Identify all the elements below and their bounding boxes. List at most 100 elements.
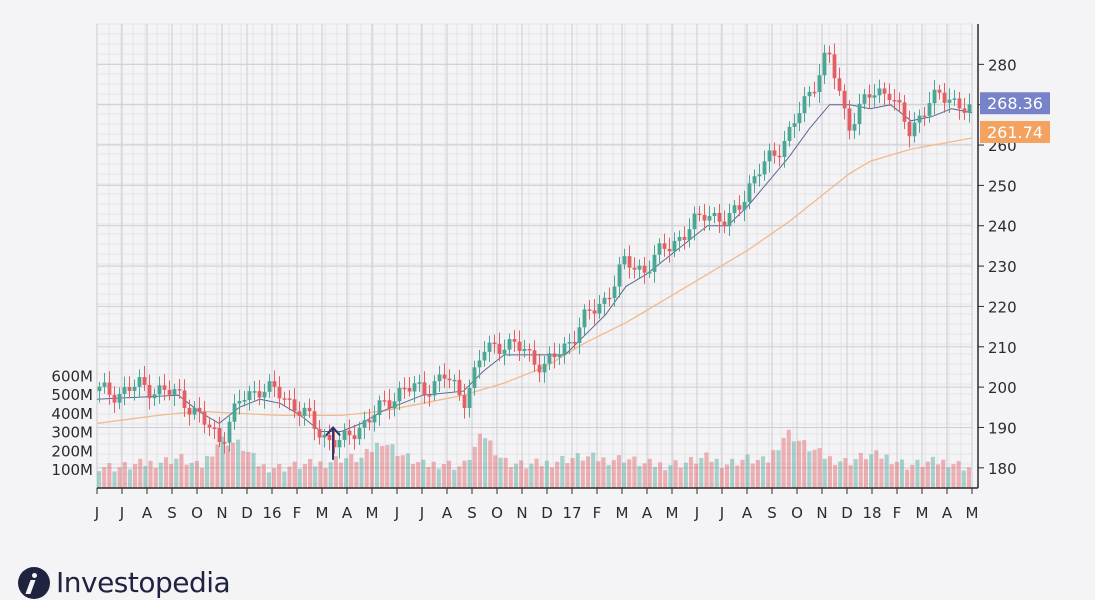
candle-body	[172, 389, 177, 395]
candle-body	[632, 267, 637, 270]
candle-body	[307, 407, 312, 412]
candle-body	[837, 78, 842, 91]
x-tick-label: 16	[262, 504, 281, 522]
investopedia-logo-icon	[18, 566, 50, 599]
volume-bar	[719, 468, 724, 488]
volume-bar	[863, 459, 869, 488]
y-tick-label: 240	[988, 218, 1017, 236]
volume-tick-label: 500M	[51, 386, 93, 404]
candle-body	[782, 140, 787, 158]
candle-body	[232, 403, 237, 422]
candle-body	[637, 265, 642, 270]
volume-bar	[755, 459, 760, 488]
candle-body	[872, 95, 877, 98]
candle-body	[472, 367, 477, 389]
candle-body	[117, 393, 122, 403]
volume-bar	[735, 465, 740, 488]
candle-body	[167, 389, 172, 395]
candle-body	[702, 214, 707, 221]
x-tick-label: J	[694, 504, 699, 522]
volume-bar	[472, 446, 477, 488]
volume-bar	[251, 452, 256, 488]
candle-body	[387, 400, 392, 409]
candle-body	[887, 93, 892, 101]
volume-bar	[786, 429, 791, 488]
volume-bar	[338, 462, 344, 488]
volume-tick-label: 100M	[51, 461, 93, 479]
volume-tick-label: 300M	[51, 424, 93, 442]
volume-bar	[133, 464, 138, 488]
candle-body	[852, 124, 857, 131]
x-tick-label: S	[767, 504, 777, 522]
candle-body	[597, 303, 602, 314]
candle-body	[107, 382, 112, 395]
x-tick-label: M	[316, 504, 329, 522]
candle-body	[182, 390, 187, 408]
candle-body	[157, 385, 162, 395]
volume-bar	[246, 451, 251, 488]
x-tick-label: N	[216, 504, 227, 522]
candle-body	[377, 400, 382, 416]
candle-body	[352, 435, 357, 440]
volume-bar	[436, 468, 441, 488]
candle-body	[657, 243, 662, 255]
volume-bar	[750, 463, 755, 488]
candle-body	[822, 52, 827, 76]
candle-body	[942, 92, 947, 103]
candle-body	[687, 229, 692, 240]
candle-body	[792, 123, 797, 127]
candle-body	[747, 183, 752, 202]
candle-body	[532, 350, 537, 365]
candle-body	[712, 212, 717, 217]
x-tick-label: O	[191, 504, 203, 522]
volume-bar	[951, 464, 956, 488]
volume-bar	[884, 454, 889, 488]
candle-body	[272, 381, 277, 387]
volume-bar	[122, 462, 127, 488]
candle-body	[877, 88, 882, 96]
volume-bar	[817, 448, 822, 488]
volume-bar	[138, 458, 143, 488]
volume-bar	[585, 456, 591, 488]
volume-bar	[575, 453, 580, 488]
x-tick-label: O	[791, 504, 803, 522]
candle-body	[587, 309, 592, 311]
y-tick-label: 200	[988, 379, 1017, 397]
volume-bar	[658, 462, 663, 488]
candle-body	[707, 216, 712, 221]
volume-bar	[272, 468, 277, 488]
volume-bar	[230, 442, 235, 488]
volume-tick-label: 200M	[51, 442, 93, 460]
volume-bar	[889, 464, 894, 488]
volume-bar	[699, 457, 704, 488]
candle-body	[737, 205, 742, 210]
candle-body	[337, 439, 342, 448]
candle-body	[697, 213, 702, 216]
candle-body	[787, 126, 792, 141]
candle-body	[667, 248, 672, 252]
volume-bar	[730, 458, 735, 488]
x-tick-label: M	[366, 504, 379, 522]
candle-body	[847, 108, 852, 131]
candle-body	[477, 360, 482, 368]
volume-bar	[724, 464, 730, 488]
candle-body	[122, 387, 127, 394]
x-tick-label: J	[394, 504, 399, 522]
volume-bar	[385, 444, 390, 488]
candle-body	[332, 440, 337, 448]
x-tick-label: M	[616, 504, 629, 522]
volume-bar	[549, 467, 555, 488]
candle-body	[312, 411, 317, 429]
volume-bar	[941, 459, 946, 488]
candle-body	[752, 176, 757, 184]
volume-bar	[266, 472, 271, 488]
volume-bar	[781, 437, 786, 488]
candle-body	[467, 388, 472, 409]
x-tick-label: M	[966, 504, 979, 522]
candle-body	[392, 401, 397, 409]
volume-bar	[642, 463, 647, 488]
volume-bar	[560, 456, 565, 488]
volume-bar	[838, 461, 843, 488]
